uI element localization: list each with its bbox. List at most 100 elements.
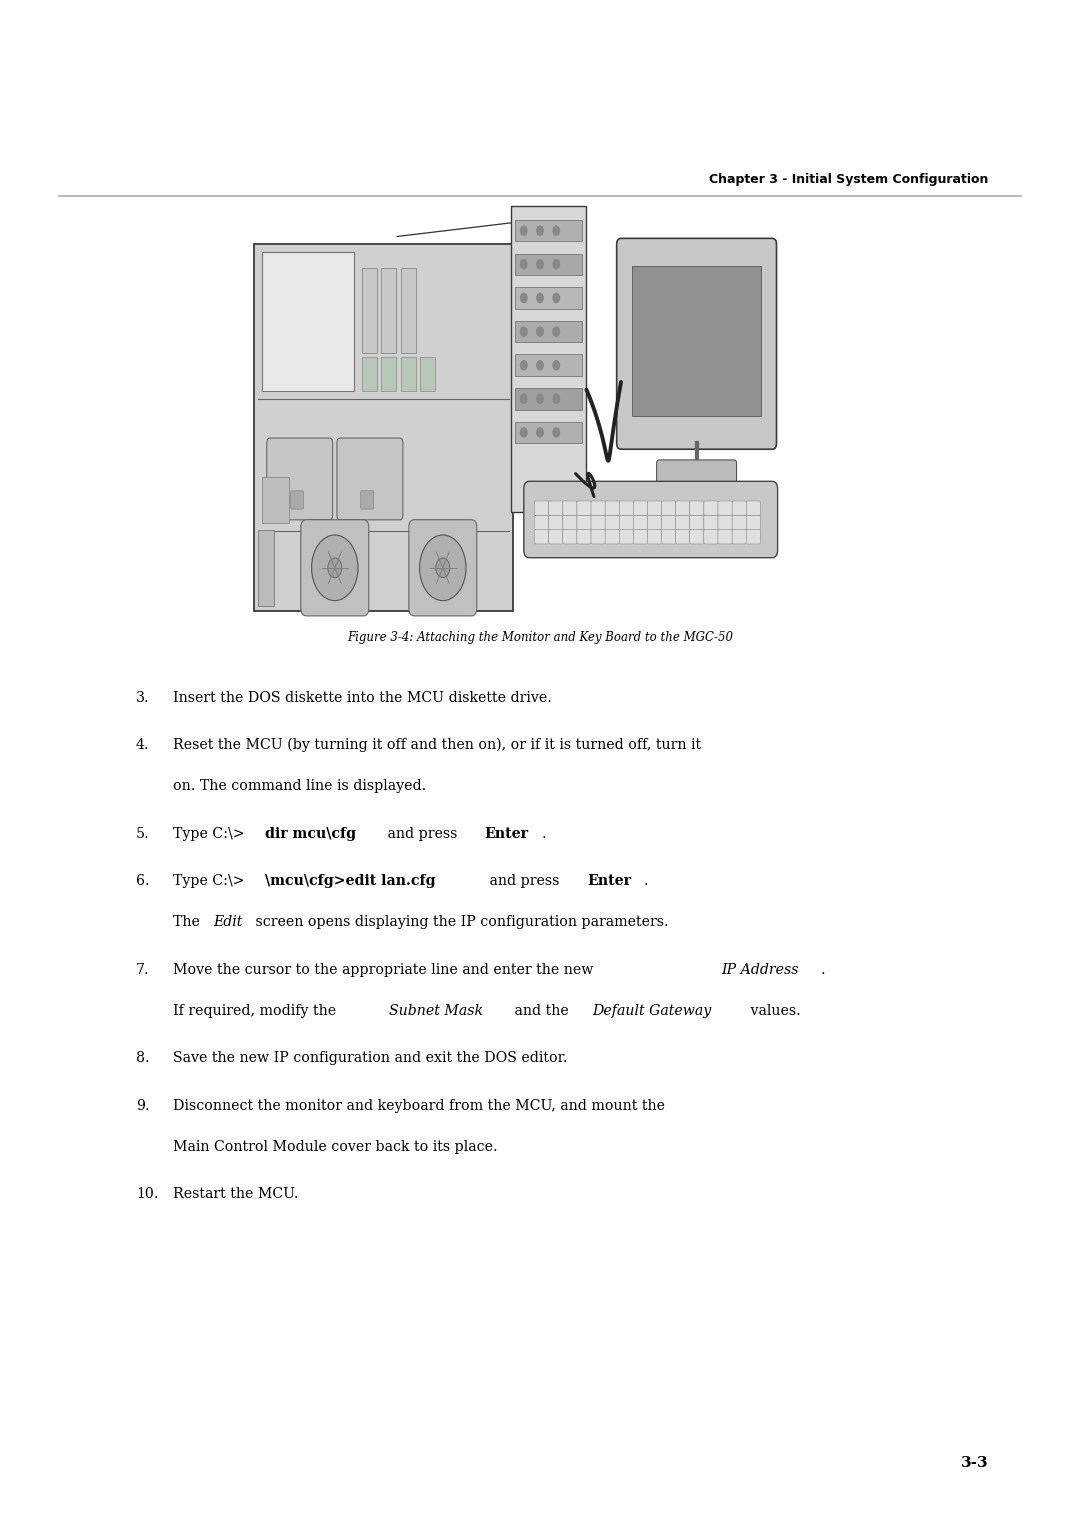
FancyBboxPatch shape xyxy=(732,501,746,515)
FancyBboxPatch shape xyxy=(591,501,605,515)
Text: .: . xyxy=(821,963,825,976)
FancyBboxPatch shape xyxy=(617,238,777,449)
FancyBboxPatch shape xyxy=(262,252,354,391)
FancyBboxPatch shape xyxy=(633,530,648,544)
FancyBboxPatch shape xyxy=(591,515,605,530)
Text: and the: and the xyxy=(511,1004,573,1018)
Circle shape xyxy=(521,293,527,303)
FancyBboxPatch shape xyxy=(549,515,563,530)
FancyBboxPatch shape xyxy=(648,515,662,530)
Text: Disconnect the monitor and keyboard from the MCU, and mount the: Disconnect the monitor and keyboard from… xyxy=(173,1099,665,1112)
FancyBboxPatch shape xyxy=(704,515,718,530)
Text: values.: values. xyxy=(746,1004,800,1018)
FancyBboxPatch shape xyxy=(515,354,582,376)
Circle shape xyxy=(537,428,543,437)
Text: 3-3: 3-3 xyxy=(960,1456,988,1470)
FancyBboxPatch shape xyxy=(746,515,760,530)
FancyBboxPatch shape xyxy=(718,530,732,544)
Text: 7.: 7. xyxy=(136,963,150,976)
FancyBboxPatch shape xyxy=(676,515,690,530)
FancyBboxPatch shape xyxy=(690,515,704,530)
FancyBboxPatch shape xyxy=(746,501,760,515)
Circle shape xyxy=(537,394,543,403)
FancyBboxPatch shape xyxy=(254,244,513,611)
Text: Type C:\>: Type C:\> xyxy=(173,827,244,840)
Circle shape xyxy=(521,394,527,403)
FancyBboxPatch shape xyxy=(704,501,718,515)
Text: screen opens displaying the IP configuration parameters.: screen opens displaying the IP configura… xyxy=(252,915,669,929)
Circle shape xyxy=(553,293,559,303)
FancyBboxPatch shape xyxy=(690,530,704,544)
FancyBboxPatch shape xyxy=(381,358,396,391)
FancyBboxPatch shape xyxy=(409,520,476,616)
FancyBboxPatch shape xyxy=(619,530,633,544)
Circle shape xyxy=(537,293,543,303)
FancyBboxPatch shape xyxy=(535,501,549,515)
Text: Type C:\>: Type C:\> xyxy=(173,874,244,888)
Circle shape xyxy=(553,394,559,403)
FancyBboxPatch shape xyxy=(515,422,582,443)
FancyBboxPatch shape xyxy=(577,530,591,544)
FancyBboxPatch shape xyxy=(267,439,333,520)
Text: on. The command line is displayed.: on. The command line is displayed. xyxy=(173,779,426,793)
FancyBboxPatch shape xyxy=(291,490,303,509)
FancyBboxPatch shape xyxy=(515,321,582,342)
Text: IP Address: IP Address xyxy=(721,963,798,976)
Circle shape xyxy=(537,361,543,370)
Text: .: . xyxy=(644,874,648,888)
Circle shape xyxy=(553,226,559,235)
Text: .: . xyxy=(541,827,545,840)
FancyBboxPatch shape xyxy=(511,206,586,512)
FancyBboxPatch shape xyxy=(676,501,690,515)
Text: Main Control Module cover back to its place.: Main Control Module cover back to its pl… xyxy=(173,1140,498,1154)
Circle shape xyxy=(553,260,559,269)
FancyBboxPatch shape xyxy=(361,490,374,509)
Circle shape xyxy=(328,558,341,578)
FancyBboxPatch shape xyxy=(563,501,577,515)
FancyBboxPatch shape xyxy=(619,501,633,515)
Circle shape xyxy=(312,535,357,601)
FancyBboxPatch shape xyxy=(605,530,619,544)
FancyBboxPatch shape xyxy=(662,501,676,515)
FancyBboxPatch shape xyxy=(662,530,676,544)
FancyBboxPatch shape xyxy=(549,530,563,544)
FancyBboxPatch shape xyxy=(657,460,737,484)
FancyBboxPatch shape xyxy=(577,501,591,515)
FancyBboxPatch shape xyxy=(619,515,633,530)
FancyBboxPatch shape xyxy=(362,267,377,353)
Text: Edit: Edit xyxy=(213,915,243,929)
FancyBboxPatch shape xyxy=(524,481,778,558)
FancyBboxPatch shape xyxy=(362,358,377,391)
FancyBboxPatch shape xyxy=(563,515,577,530)
FancyBboxPatch shape xyxy=(732,515,746,530)
FancyBboxPatch shape xyxy=(381,267,396,353)
Text: and press: and press xyxy=(485,874,564,888)
FancyBboxPatch shape xyxy=(591,530,605,544)
Circle shape xyxy=(553,428,559,437)
FancyBboxPatch shape xyxy=(535,515,549,530)
Circle shape xyxy=(537,327,543,336)
Text: Subnet Mask: Subnet Mask xyxy=(389,1004,483,1018)
Text: If required, modify the: If required, modify the xyxy=(173,1004,340,1018)
Circle shape xyxy=(521,327,527,336)
Text: Move the cursor to the appropriate line and enter the new: Move the cursor to the appropriate line … xyxy=(173,963,597,976)
FancyBboxPatch shape xyxy=(605,501,619,515)
Text: \mcu\cfg>edit lan.cfg: \mcu\cfg>edit lan.cfg xyxy=(265,874,435,888)
FancyBboxPatch shape xyxy=(648,501,662,515)
Circle shape xyxy=(553,361,559,370)
FancyBboxPatch shape xyxy=(577,515,591,530)
Circle shape xyxy=(521,361,527,370)
Text: Reset the MCU (by turning it off and then on), or if it is turned off, turn it: Reset the MCU (by turning it off and the… xyxy=(173,738,701,752)
FancyBboxPatch shape xyxy=(563,530,577,544)
Text: Insert the DOS diskette into the MCU diskette drive.: Insert the DOS diskette into the MCU dis… xyxy=(173,691,552,704)
FancyBboxPatch shape xyxy=(515,287,582,309)
FancyBboxPatch shape xyxy=(648,530,662,544)
Text: The: The xyxy=(173,915,204,929)
Circle shape xyxy=(521,428,527,437)
FancyBboxPatch shape xyxy=(515,220,582,241)
Text: 6.: 6. xyxy=(136,874,150,888)
FancyBboxPatch shape xyxy=(633,501,648,515)
FancyBboxPatch shape xyxy=(633,515,648,530)
FancyBboxPatch shape xyxy=(301,520,368,616)
FancyBboxPatch shape xyxy=(262,477,289,523)
